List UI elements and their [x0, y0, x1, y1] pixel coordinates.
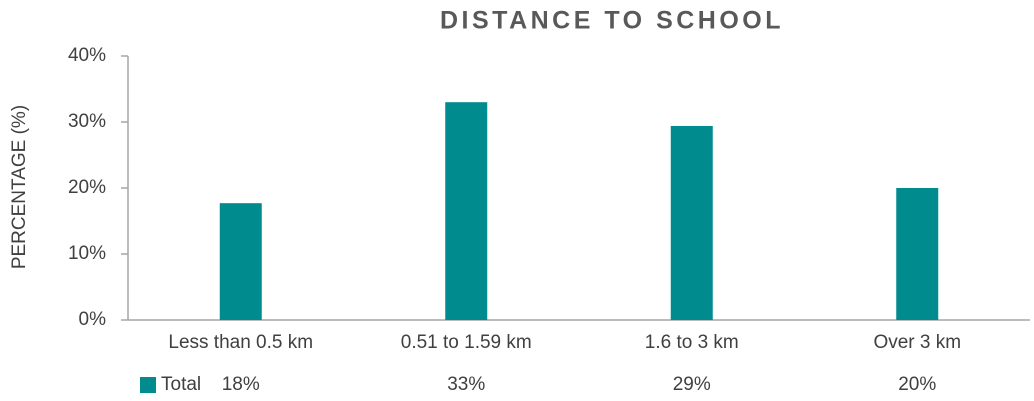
- y-axis-label: PERCENTAGE (%): [9, 105, 30, 269]
- x-tick-label: 1.6 to 3 km: [645, 332, 739, 353]
- bar: [219, 203, 262, 320]
- bar: [896, 188, 939, 320]
- y-tick-label: 30%: [68, 111, 106, 132]
- x-tick-label: Over 3 km: [873, 332, 961, 353]
- x-tick-label: Less than 0.5 km: [168, 332, 313, 353]
- bar: [670, 125, 713, 321]
- y-tick-label: 20%: [68, 177, 106, 198]
- y-tick-label: 0%: [79, 309, 107, 330]
- legend-swatch: [140, 377, 156, 393]
- y-tick-label: 10%: [68, 243, 106, 264]
- table-value: 20%: [898, 374, 936, 395]
- table-value: 18%: [222, 374, 260, 395]
- x-tick-label: 0.51 to 1.59 km: [401, 332, 532, 353]
- table-value: 29%: [673, 374, 711, 395]
- legend-label: Total: [161, 374, 201, 395]
- bar: [445, 102, 488, 320]
- y-tick-label: 40%: [68, 45, 106, 66]
- table-value: 33%: [447, 374, 485, 395]
- chart-title: DISTANCE TO SCHOOL: [440, 7, 784, 35]
